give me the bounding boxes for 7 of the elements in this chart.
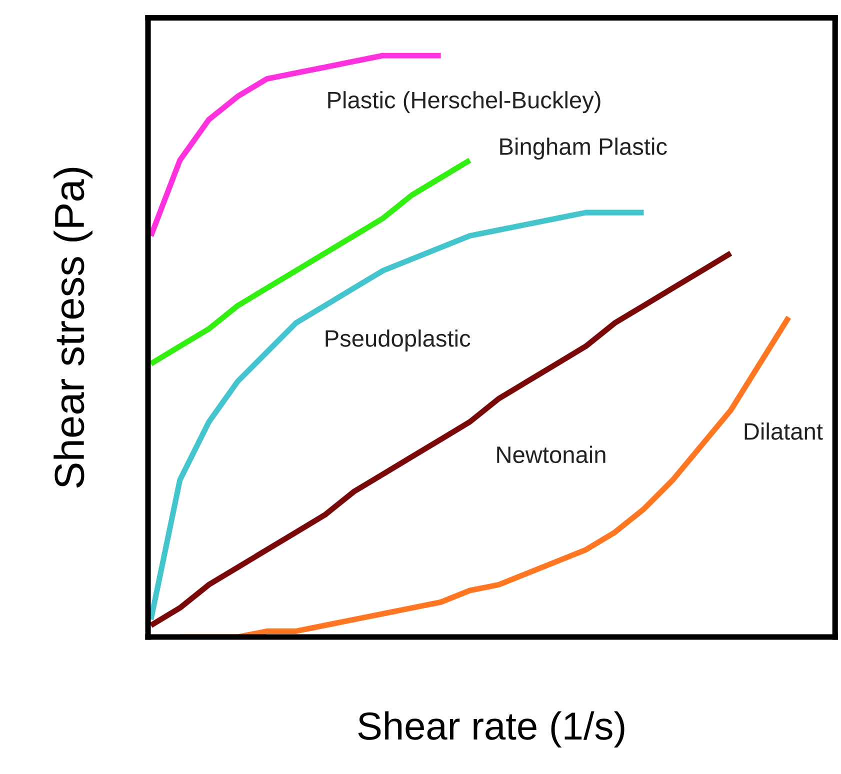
series-label: Pseudoplastic — [326, 329, 470, 352]
x-axis-title: Shear rate (1/s) — [358, 711, 624, 748]
series-label: Dilatant — [744, 422, 823, 440]
series-label: Bingham Plastic — [500, 138, 667, 160]
y-axis-title: Shear stress (Pa) — [54, 168, 92, 488]
series-label: Newtonain — [497, 446, 606, 464]
series-label: Plastic (Herschel-Buckley) — [328, 91, 600, 114]
